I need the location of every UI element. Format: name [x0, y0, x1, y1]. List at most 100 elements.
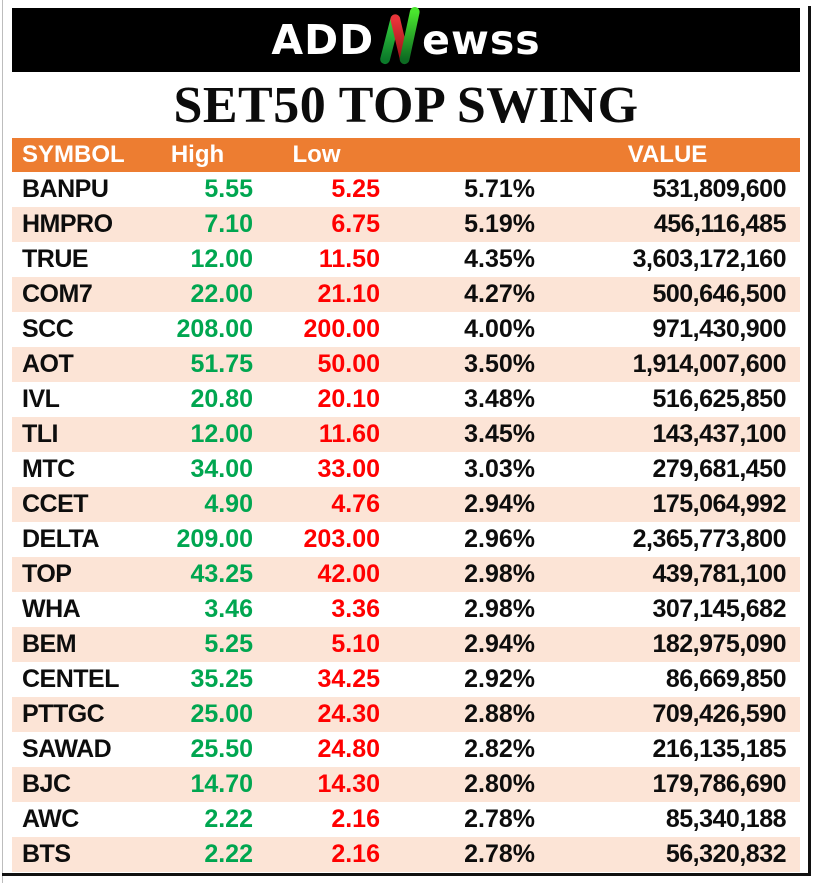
- cell-pct: 2.78%: [464, 805, 535, 833]
- cell-low: 2.16: [331, 805, 380, 833]
- cell-pct: 2.96%: [464, 525, 535, 553]
- cell-low: 3.36: [331, 595, 380, 623]
- cell-high: 5.55: [204, 175, 253, 203]
- cell-value: 3,603,172,160: [632, 245, 787, 273]
- cell-value: 175,064,992: [652, 490, 786, 518]
- cell-value: 86,669,850: [665, 665, 787, 693]
- table-row: SCC 208.00 200.00 4.00% 971,430,900: [12, 312, 800, 347]
- cell-low: 42.00: [317, 560, 380, 588]
- cell-high: 25.00: [190, 700, 253, 728]
- header-low: Low: [292, 141, 341, 168]
- cell-value: 971,430,900: [652, 315, 786, 343]
- header-symbol: SYMBOL: [22, 141, 125, 168]
- cell-symbol: TOP: [22, 560, 72, 588]
- cell-low: 5.25: [331, 175, 380, 203]
- table-row: BEM 5.25 5.10 2.94% 182,975,090: [12, 627, 800, 662]
- cell-symbol: BEM: [22, 630, 77, 658]
- cell-low: 200.00: [303, 315, 380, 343]
- cell-value: 85,340,188: [665, 805, 787, 833]
- cell-symbol: TRUE: [22, 245, 89, 273]
- cell-value: 456,116,485: [653, 210, 787, 238]
- cell-symbol: SCC: [22, 315, 74, 343]
- cell-low: 4.76: [331, 490, 380, 518]
- cell-low: 2.16: [331, 840, 380, 868]
- cell-value: 1,914,007,600: [632, 350, 787, 378]
- bottom-border-line: [2, 873, 811, 876]
- addnewss-logo: ADD ewss: [271, 6, 541, 67]
- cell-pct: 4.35%: [464, 245, 535, 273]
- logo-banner: ADD ewss: [12, 6, 800, 72]
- cell-value: 179,786,690: [652, 770, 786, 798]
- cell-low: 21.10: [317, 280, 380, 308]
- cell-value: 279,681,450: [652, 455, 786, 483]
- cell-low: 6.75: [331, 210, 380, 238]
- cell-high: 5.25: [204, 630, 253, 658]
- cell-high: 34.00: [190, 455, 253, 483]
- cell-symbol: BTS: [22, 840, 71, 868]
- cell-pct: 2.80%: [464, 770, 535, 798]
- header-value: VALUE: [627, 141, 708, 168]
- cell-high: 51.75: [190, 350, 253, 378]
- cell-pct: 3.50%: [464, 350, 535, 378]
- table-row: AOT 51.75 50.00 3.50% 1,914,007,600: [12, 347, 800, 382]
- cell-low: 5.10: [331, 630, 380, 658]
- cell-symbol: PTTGC: [22, 700, 105, 728]
- cell-low: 14.30: [317, 770, 380, 798]
- cell-high: 35.25: [190, 665, 253, 693]
- table-row: BTS 2.22 2.16 2.78% 56,320,832: [12, 837, 800, 872]
- cell-pct: 5.19%: [464, 210, 535, 238]
- table-row: PTTGC 25.00 24.30 2.88% 709,426,590: [12, 697, 800, 732]
- swing-table: SYMBOL High Low VALUE BANPU 5.55 5.25 5.71%…: [12, 138, 800, 872]
- cell-pct: 2.94%: [464, 630, 535, 658]
- cell-symbol: MTC: [22, 455, 75, 483]
- table-row: AWC 2.22 2.16 2.78% 85,340,188: [12, 802, 800, 837]
- logo-text-post: ewss: [422, 15, 541, 64]
- table-row: MTC 34.00 33.00 3.03% 279,681,450: [12, 452, 800, 487]
- cell-pct: 4.00%: [464, 315, 535, 343]
- cell-high: 43.25: [190, 560, 253, 588]
- cell-symbol: BJC: [22, 770, 71, 798]
- cell-value: 439,781,100: [652, 560, 786, 588]
- cell-symbol: TLI: [22, 420, 59, 448]
- cell-high: 22.00: [190, 280, 253, 308]
- cell-high: 12.00: [190, 245, 253, 273]
- cell-symbol: CCET: [22, 490, 89, 518]
- table-row: CENTEL 35.25 34.25 2.92% 86,669,850: [12, 662, 800, 697]
- cell-value: 500,646,500: [652, 280, 786, 308]
- cell-high: 4.90: [204, 490, 253, 518]
- cell-pct: 2.88%: [464, 700, 535, 728]
- cell-low: 24.80: [317, 735, 380, 763]
- table-row: COM7 22.00 21.10 4.27% 500,646,500: [12, 277, 800, 312]
- right-border-line: [808, 6, 811, 874]
- cell-value: 143,437,100: [652, 420, 786, 448]
- cell-pct: 2.82%: [464, 735, 535, 763]
- table-row: DELTA 209.00 203.00 2.96% 2,365,773,800: [12, 522, 800, 557]
- cell-pct: 2.98%: [464, 595, 535, 623]
- cell-low: 11.50: [318, 245, 380, 273]
- cell-value: 516,625,850: [652, 385, 786, 413]
- cell-pct: 5.71%: [464, 175, 535, 203]
- cell-high: 208.00: [176, 315, 253, 343]
- cell-symbol: WHA: [22, 595, 81, 623]
- cell-value: 56,320,832: [665, 840, 787, 868]
- cell-pct: 2.98%: [464, 560, 535, 588]
- cell-high: 14.70: [190, 770, 253, 798]
- logo-n-candlestick-icon: [380, 6, 420, 65]
- table-row: TLI 12.00 11.60 3.45% 143,437,100: [12, 417, 800, 452]
- table-row: HMPRO 7.10 6.75 5.19% 456,116,485: [12, 207, 800, 242]
- cell-high: 3.46: [204, 595, 253, 623]
- cell-pct: 4.27%: [464, 280, 535, 308]
- table-header-row: SYMBOL High Low VALUE: [12, 138, 800, 172]
- cell-high: 2.22: [204, 805, 253, 833]
- left-gridline: [2, 0, 3, 883]
- cell-symbol: DELTA: [22, 525, 100, 553]
- cell-high: 7.10: [204, 210, 253, 238]
- cell-value: 531,809,600: [652, 175, 786, 203]
- table-row: TOP 43.25 42.00 2.98% 439,781,100: [12, 557, 800, 592]
- table-row: WHA 3.46 3.36 2.98% 307,145,682: [12, 592, 800, 627]
- header-high: High: [170, 141, 225, 168]
- table-row: CCET 4.90 4.76 2.94% 175,064,992: [12, 487, 800, 522]
- cell-value: 709,426,590: [652, 700, 786, 728]
- cell-pct: 3.48%: [464, 385, 535, 413]
- cell-pct: 3.45%: [464, 420, 535, 448]
